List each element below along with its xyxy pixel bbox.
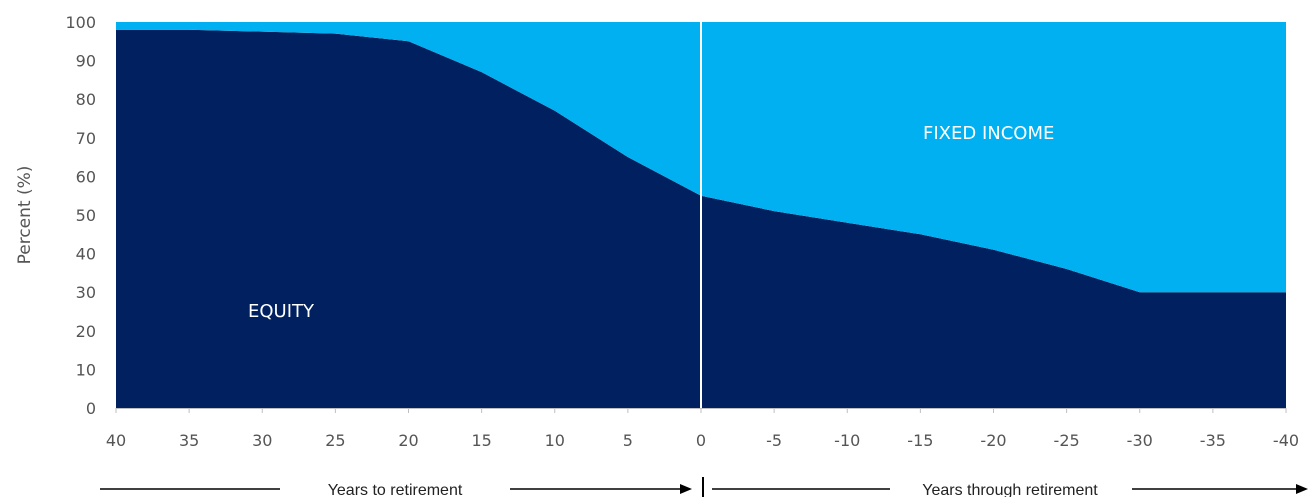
y-tick-label: 0 (86, 399, 96, 418)
x-tick-label: 25 (325, 431, 345, 450)
x-tick-label: -30 (1127, 431, 1153, 450)
x-tick-label: -20 (980, 431, 1006, 450)
years-to-retirement-label: Years to retirement (328, 482, 463, 497)
x-tick-label: -10 (834, 431, 860, 450)
y-tick-label: 60 (76, 167, 96, 186)
fixed-income-area-label: FIXED INCOME (923, 123, 1054, 144)
x-tick-label: 35 (179, 431, 199, 450)
y-axis-ticks: 0 10 20 30 40 50 60 70 80 90 100 (65, 13, 96, 418)
x-tick-label: 40 (106, 431, 126, 450)
y-tick-label: 90 (76, 52, 96, 71)
timeline-arrows (100, 477, 1308, 497)
y-tick-label: 70 (76, 129, 96, 148)
y-axis-title: Percent (%) (15, 166, 35, 265)
right-arrow-head (1296, 484, 1308, 494)
x-axis-ticks: 40 35 30 25 20 15 10 5 0 -5 -10 -15 -20 -25 -30 -35 -40 (106, 408, 1299, 450)
x-tick-label: 10 (545, 431, 565, 450)
y-tick-label: 100 (65, 13, 96, 32)
y-tick-label: 50 (76, 206, 96, 225)
years-through-retirement-label: Years through retirement (922, 482, 1098, 497)
x-tick-label: -15 (907, 431, 933, 450)
x-tick-label: -35 (1200, 431, 1226, 450)
x-tick-label: 5 (623, 431, 633, 450)
x-tick-label: 20 (398, 431, 418, 450)
y-tick-label: 80 (76, 90, 96, 109)
y-tick-label: 30 (76, 283, 96, 302)
x-tick-label: -40 (1273, 431, 1299, 450)
x-tick-label: 30 (252, 431, 272, 450)
y-tick-label: 10 (76, 360, 96, 379)
x-tick-label: -25 (1054, 431, 1080, 450)
y-tick-label: 20 (76, 322, 96, 341)
equity-area-label: EQUITY (248, 301, 315, 322)
x-tick-label: 15 (471, 431, 491, 450)
x-tick-label: -5 (766, 431, 782, 450)
x-tick-label: 0 (696, 431, 706, 450)
left-arrow-head (680, 484, 692, 494)
y-tick-label: 40 (76, 245, 96, 264)
